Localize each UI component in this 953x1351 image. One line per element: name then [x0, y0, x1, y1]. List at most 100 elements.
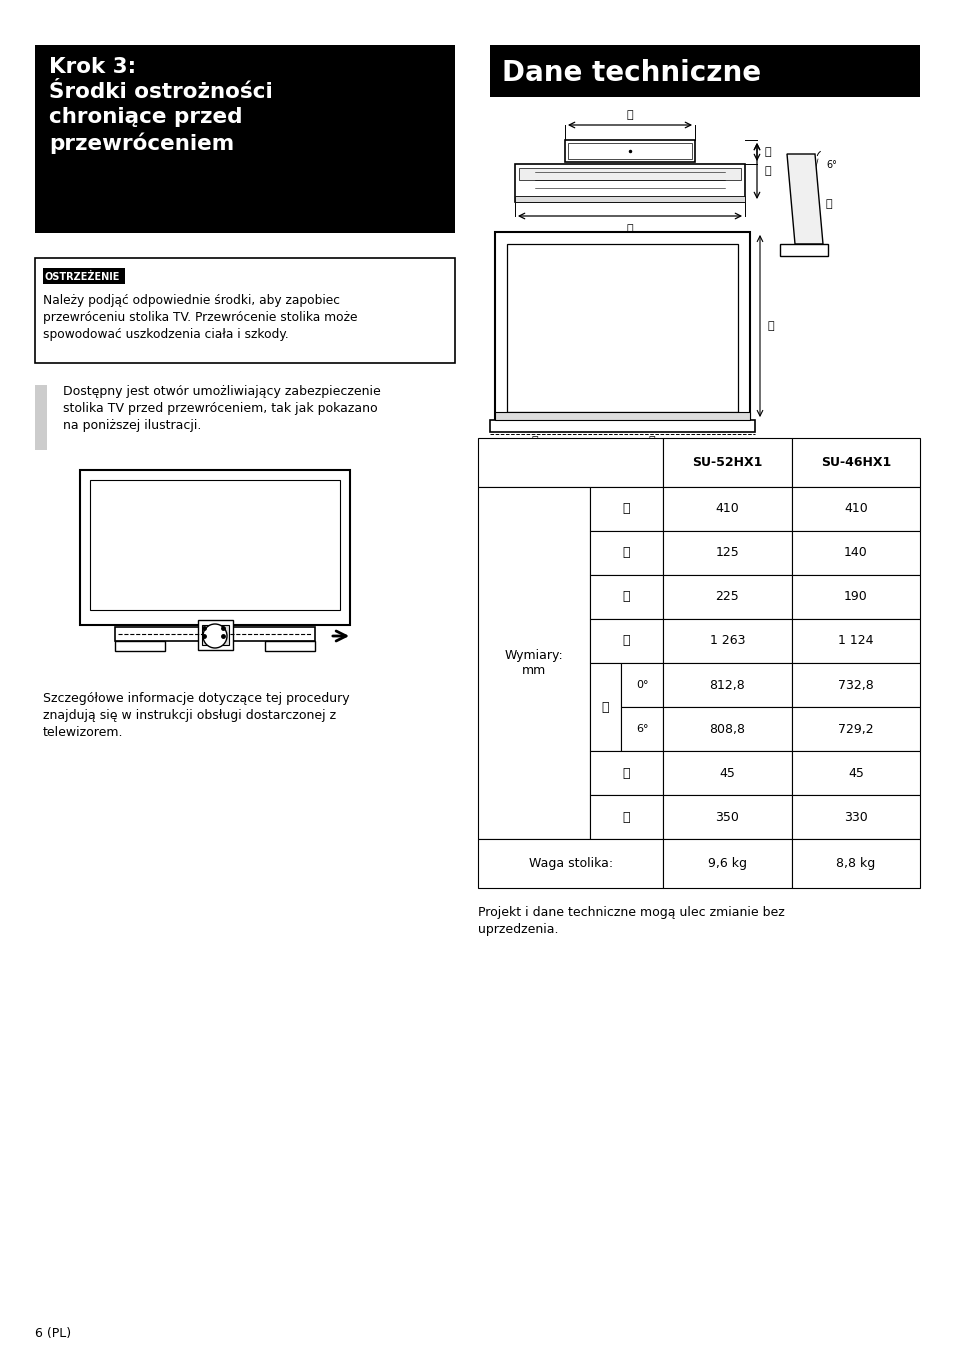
- Text: Ⓔ: Ⓔ: [767, 322, 774, 331]
- Text: Ⓑ: Ⓑ: [764, 147, 771, 157]
- Bar: [515, 196, 744, 203]
- Bar: [515, 163, 744, 203]
- Bar: [662, 839, 791, 888]
- Bar: [589, 796, 662, 839]
- Text: Dostępny jest otwór umożliwiający zabezpieczenie
stolika TV przed przewróceniem,: Dostępny jest otwór umożliwiający zabezp…: [63, 385, 380, 432]
- Text: Ⓒ: Ⓒ: [622, 590, 630, 604]
- Bar: [791, 663, 919, 707]
- Bar: [589, 619, 662, 663]
- Text: Ⓖ: Ⓖ: [622, 811, 630, 824]
- Bar: [791, 531, 919, 576]
- Bar: [495, 232, 749, 420]
- Text: Ⓐ: Ⓐ: [626, 109, 633, 120]
- Bar: [662, 707, 791, 751]
- Text: 1 124: 1 124: [837, 635, 873, 647]
- Bar: [43, 267, 125, 284]
- Text: 410: 410: [843, 503, 867, 515]
- Bar: [589, 663, 620, 751]
- Text: Wymiary:
mm: Wymiary: mm: [504, 648, 562, 677]
- Text: 125: 125: [715, 546, 739, 559]
- Bar: [662, 438, 791, 486]
- Bar: [662, 619, 791, 663]
- Bar: [662, 751, 791, 796]
- Text: 190: 190: [843, 590, 867, 604]
- Bar: [506, 245, 738, 412]
- Bar: [662, 576, 791, 619]
- Text: Dane techniczne: Dane techniczne: [501, 59, 760, 86]
- Bar: [564, 141, 695, 162]
- Text: SU-52HX1: SU-52HX1: [692, 455, 761, 469]
- Text: Ⓕ: Ⓕ: [531, 436, 537, 446]
- Bar: [518, 168, 740, 180]
- Bar: [620, 663, 662, 707]
- Text: SU-46HX1: SU-46HX1: [820, 455, 890, 469]
- Text: Ⓑ: Ⓑ: [622, 546, 630, 559]
- Text: 808,8: 808,8: [709, 723, 744, 735]
- Bar: [791, 839, 919, 888]
- Bar: [791, 796, 919, 839]
- Text: Ⓕ: Ⓕ: [622, 766, 630, 780]
- Bar: [115, 627, 314, 640]
- Bar: [662, 796, 791, 839]
- Bar: [662, 663, 791, 707]
- Text: 225: 225: [715, 590, 739, 604]
- Circle shape: [203, 624, 227, 648]
- Bar: [35, 45, 455, 232]
- Bar: [589, 751, 662, 796]
- Bar: [477, 839, 662, 888]
- Text: 350: 350: [715, 811, 739, 824]
- Text: 140: 140: [843, 546, 867, 559]
- Bar: [662, 486, 791, 531]
- Bar: [791, 707, 919, 751]
- Bar: [791, 751, 919, 796]
- Text: Ⓓ: Ⓓ: [622, 635, 630, 647]
- Text: Krok 3:
Środki ostrożności
chroniące przed
przewróceniem: Krok 3: Środki ostrożności chroniące prz…: [49, 57, 273, 154]
- Bar: [589, 576, 662, 619]
- Bar: [490, 420, 754, 432]
- Text: 732,8: 732,8: [837, 678, 873, 692]
- Bar: [620, 707, 662, 751]
- Text: Waga stolika:: Waga stolika:: [528, 857, 612, 870]
- Text: Ⓓ: Ⓓ: [626, 224, 633, 234]
- Text: 729,2: 729,2: [837, 723, 873, 735]
- Bar: [265, 640, 314, 651]
- Text: Ⓔ: Ⓔ: [600, 701, 608, 713]
- Bar: [477, 486, 589, 839]
- Bar: [791, 619, 919, 663]
- Bar: [80, 470, 350, 626]
- Bar: [791, 576, 919, 619]
- Bar: [567, 143, 691, 159]
- Bar: [202, 626, 229, 644]
- Bar: [791, 486, 919, 531]
- Text: Projekt i dane techniczne mogą ulec zmianie bez
uprzedzenia.: Projekt i dane techniczne mogą ulec zmia…: [477, 907, 784, 936]
- Text: 1 263: 1 263: [709, 635, 744, 647]
- Text: 8,8 kg: 8,8 kg: [836, 857, 875, 870]
- Bar: [115, 640, 165, 651]
- Bar: [495, 412, 749, 420]
- Text: Ⓖ: Ⓖ: [648, 436, 655, 446]
- Text: Ⓒ: Ⓒ: [764, 166, 771, 176]
- Bar: [198, 620, 233, 650]
- Text: 6°: 6°: [635, 724, 648, 734]
- Bar: [589, 531, 662, 576]
- Bar: [477, 438, 662, 486]
- Bar: [589, 486, 662, 531]
- Text: 6 (PL): 6 (PL): [35, 1327, 71, 1340]
- Text: Ⓔ: Ⓔ: [825, 199, 832, 209]
- Text: Należy podjąć odpowiednie środki, aby zapobiec
przewróceniu stolika TV. Przewróc: Należy podjąć odpowiednie środki, aby za…: [43, 295, 357, 340]
- Text: 0°: 0°: [635, 680, 648, 690]
- Bar: [490, 45, 919, 97]
- Text: Szczegółowe informacje dotyczące tej procedury
znajdują się w instrukcji obsługi: Szczegółowe informacje dotyczące tej pro…: [43, 692, 349, 739]
- Bar: [90, 480, 339, 611]
- Polygon shape: [786, 154, 822, 245]
- Text: 45: 45: [719, 766, 735, 780]
- Text: Ⓐ: Ⓐ: [622, 503, 630, 515]
- Text: 330: 330: [843, 811, 867, 824]
- Bar: [791, 438, 919, 486]
- Text: 45: 45: [847, 766, 862, 780]
- Bar: [780, 245, 827, 255]
- Text: 6°: 6°: [825, 159, 836, 170]
- Bar: [35, 385, 47, 450]
- Bar: [662, 531, 791, 576]
- Bar: [35, 258, 455, 363]
